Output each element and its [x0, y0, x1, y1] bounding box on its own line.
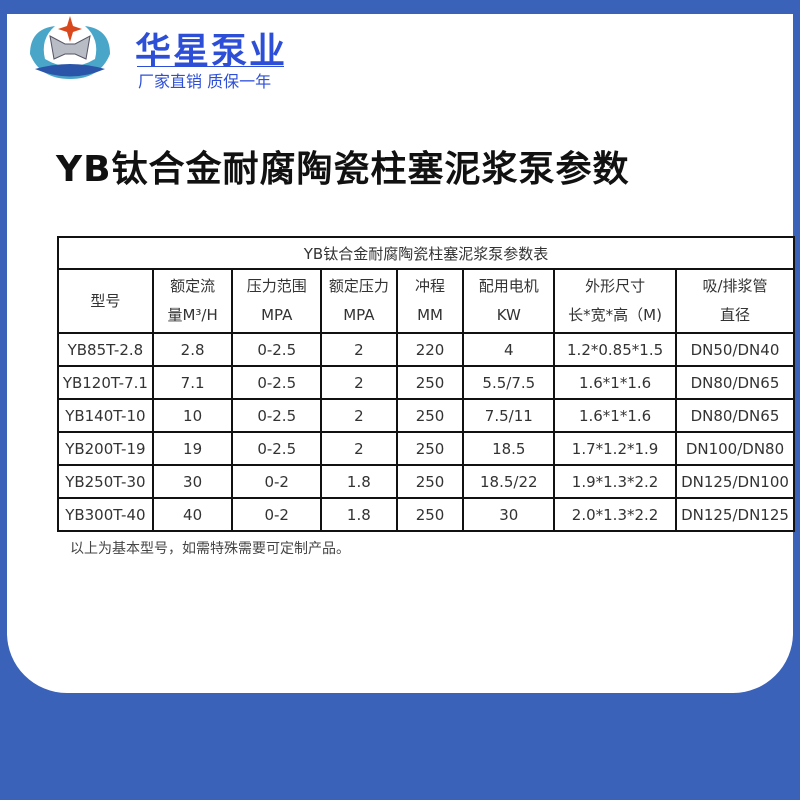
table-row: YB85T-2.8 2.8 0-2.5 2 220 4 1.2*0.85*1.5 DN50/D… [57, 332, 796, 367]
column-header: 额定压力 MPA [320, 268, 398, 334]
table-cell: DN80/DN65 [674, 365, 796, 400]
column-header: 外形尺寸长*宽*高（M) [553, 268, 677, 334]
table-cell: DN100/DN80 [674, 431, 796, 466]
table-cell: 0-2 [231, 464, 323, 499]
table-row: YB120T-7.1 7.1 0-2.5 2 250 5.5/7.5 1.6*1*1.6 DN… [57, 365, 796, 400]
table-cell: 2.8 [151, 332, 234, 367]
table-cell: 1.2*0.85*1.5 [553, 332, 677, 367]
table-cell: 2 [320, 365, 398, 400]
table-cell: 7.1 [151, 365, 234, 400]
table-cell: DN80/DN65 [674, 398, 796, 433]
table-row: YB300T-40 40 0-2 1.8 250 30 2.0*1.3*2.2 DN125/D… [57, 497, 796, 532]
header-label: 量M³/H [167, 306, 218, 324]
column-header: 额定流量M³/H [151, 268, 234, 334]
table-row: YB140T-10 10 0-2.5 2 250 7.5/11 1.6*1*1.6 DN80/… [57, 398, 796, 433]
table-cell: 4 [462, 332, 556, 367]
table-cell: YB140T-10 [57, 398, 154, 433]
table-cell: 250 [395, 398, 465, 433]
table-cell: 0-2.5 [231, 398, 323, 433]
table-cell: 5.5/7.5 [462, 365, 556, 400]
brand-slogan: 厂家直销 质保一年 [138, 72, 272, 91]
table-cell: 18.5/22 [462, 464, 556, 499]
table-cell: YB300T-40 [57, 497, 154, 532]
company-logo [30, 16, 110, 79]
table-cell: 220 [395, 332, 465, 367]
table-cell: 0-2.5 [231, 365, 323, 400]
table-cell: 19 [151, 431, 234, 466]
table-cell: YB85T-2.8 [57, 332, 154, 367]
header-label: 直径 [719, 306, 750, 324]
column-header: 型号 [57, 268, 154, 334]
table-cell: 0-2 [231, 497, 323, 532]
brand-name: 华星泵业 [135, 31, 288, 72]
header-label: 长*宽*高（M) [568, 306, 662, 324]
header-label: MM [417, 306, 443, 324]
table-cell: 1.8 [320, 497, 398, 532]
header-label: 吸/排浆管 [702, 277, 768, 295]
table-caption: YB钛合金耐腐陶瓷柱塞泥浆泵参数表 [57, 236, 795, 270]
table-cell: 0-2.5 [231, 431, 323, 466]
table-cell: 250 [395, 497, 465, 532]
header-label: 压力范围 [246, 277, 307, 295]
table-cell: 2 [320, 398, 398, 433]
table-cell: 2 [320, 332, 398, 367]
table-cell: 1.6*1*1.6 [553, 365, 677, 400]
table-cell: 10 [151, 398, 234, 433]
table-row: YB200T-19 19 0-2.5 2 250 18.5 1.7*1.2*1.9 DN100… [57, 431, 796, 466]
table-cell: 1.6*1*1.6 [553, 398, 677, 433]
header-label: 型号 [90, 291, 121, 310]
table-cell: 250 [395, 431, 465, 466]
table-cell: DN125/DN100 [674, 464, 796, 499]
table-cell: 0-2.5 [231, 332, 323, 367]
page-title: YB钛合金耐腐陶瓷柱塞泥浆泵参数 [56, 149, 630, 190]
column-header: 吸/排浆管直径 [674, 268, 796, 334]
table-cell: 2.0*1.3*2.2 [553, 497, 677, 532]
table-cell: 250 [395, 464, 465, 499]
header-label: MPA [261, 306, 293, 324]
table-cell: 250 [395, 365, 465, 400]
table-cell: 1.9*1.3*2.2 [553, 464, 677, 499]
parameter-table: YB钛合金耐腐陶瓷柱塞泥浆泵参数表 型号 额定流量M³/H 压力范围 MPA 额定压力 M… [57, 236, 796, 532]
table-cell: DN50/DN40 [674, 332, 796, 367]
table-cell: 1.7*1.2*1.9 [553, 431, 677, 466]
header-label: 额定流 [170, 277, 216, 295]
table-cell: YB200T-19 [57, 431, 154, 466]
table-cell: YB120T-7.1 [57, 365, 154, 400]
column-header: 冲程 MM [395, 268, 465, 334]
table-cell: 2 [320, 431, 398, 466]
table-cell: YB250T-30 [57, 464, 154, 499]
header-label: 配用电机 [478, 277, 539, 295]
header-label: 冲程 [415, 277, 446, 295]
column-header: 压力范围 MPA [231, 268, 323, 334]
table-header-row: 型号 额定流量M³/H 压力范围 MPA 额定压力 MPA 冲程 MM 配用电机 KW 外形尺寸长*… [57, 268, 796, 334]
table-cell: 40 [151, 497, 234, 532]
column-header: 配用电机 KW [462, 268, 556, 334]
table-cell: 30 [151, 464, 234, 499]
brand-divider [137, 66, 284, 67]
header-label: 外形尺寸 [585, 277, 646, 295]
table-cell: 30 [462, 497, 556, 532]
table-cell: 18.5 [462, 431, 556, 466]
footnote: 以上为基本型号，如需特殊需要可定制产品。 [70, 541, 350, 557]
table-cell: 7.5/11 [462, 398, 556, 433]
header-label: 额定压力 [328, 277, 389, 295]
table-row: YB250T-30 30 0-2 1.8 250 18.5/22 1.9*1.3*2.2 DN… [57, 464, 796, 499]
table-cell: 1.8 [320, 464, 398, 499]
table-cell: DN125/DN125 [674, 497, 796, 532]
header-label: KW [496, 306, 521, 324]
header-label: MPA [343, 306, 375, 324]
